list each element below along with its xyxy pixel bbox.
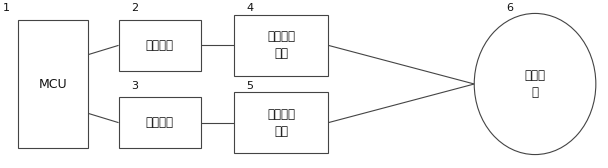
Text: 超声波发
生器: 超声波发 生器 <box>267 30 295 60</box>
Bar <box>119 20 201 71</box>
Text: 超声波接
收器: 超声波接 收器 <box>267 108 295 138</box>
Text: 接收电路: 接收电路 <box>145 116 174 129</box>
Bar <box>234 92 328 153</box>
Text: 4: 4 <box>246 3 254 13</box>
Text: 5: 5 <box>246 81 254 91</box>
Bar <box>234 15 328 76</box>
Ellipse shape <box>474 13 596 155</box>
Text: 6: 6 <box>506 3 513 13</box>
Bar <box>18 20 88 148</box>
Text: 3: 3 <box>131 81 138 91</box>
Bar <box>119 97 201 148</box>
Text: 待测物
体: 待测物 体 <box>525 69 545 99</box>
Text: 发生电路: 发生电路 <box>145 39 174 52</box>
Text: 1: 1 <box>3 3 10 13</box>
Text: 2: 2 <box>131 3 138 13</box>
Text: MCU: MCU <box>39 77 67 91</box>
